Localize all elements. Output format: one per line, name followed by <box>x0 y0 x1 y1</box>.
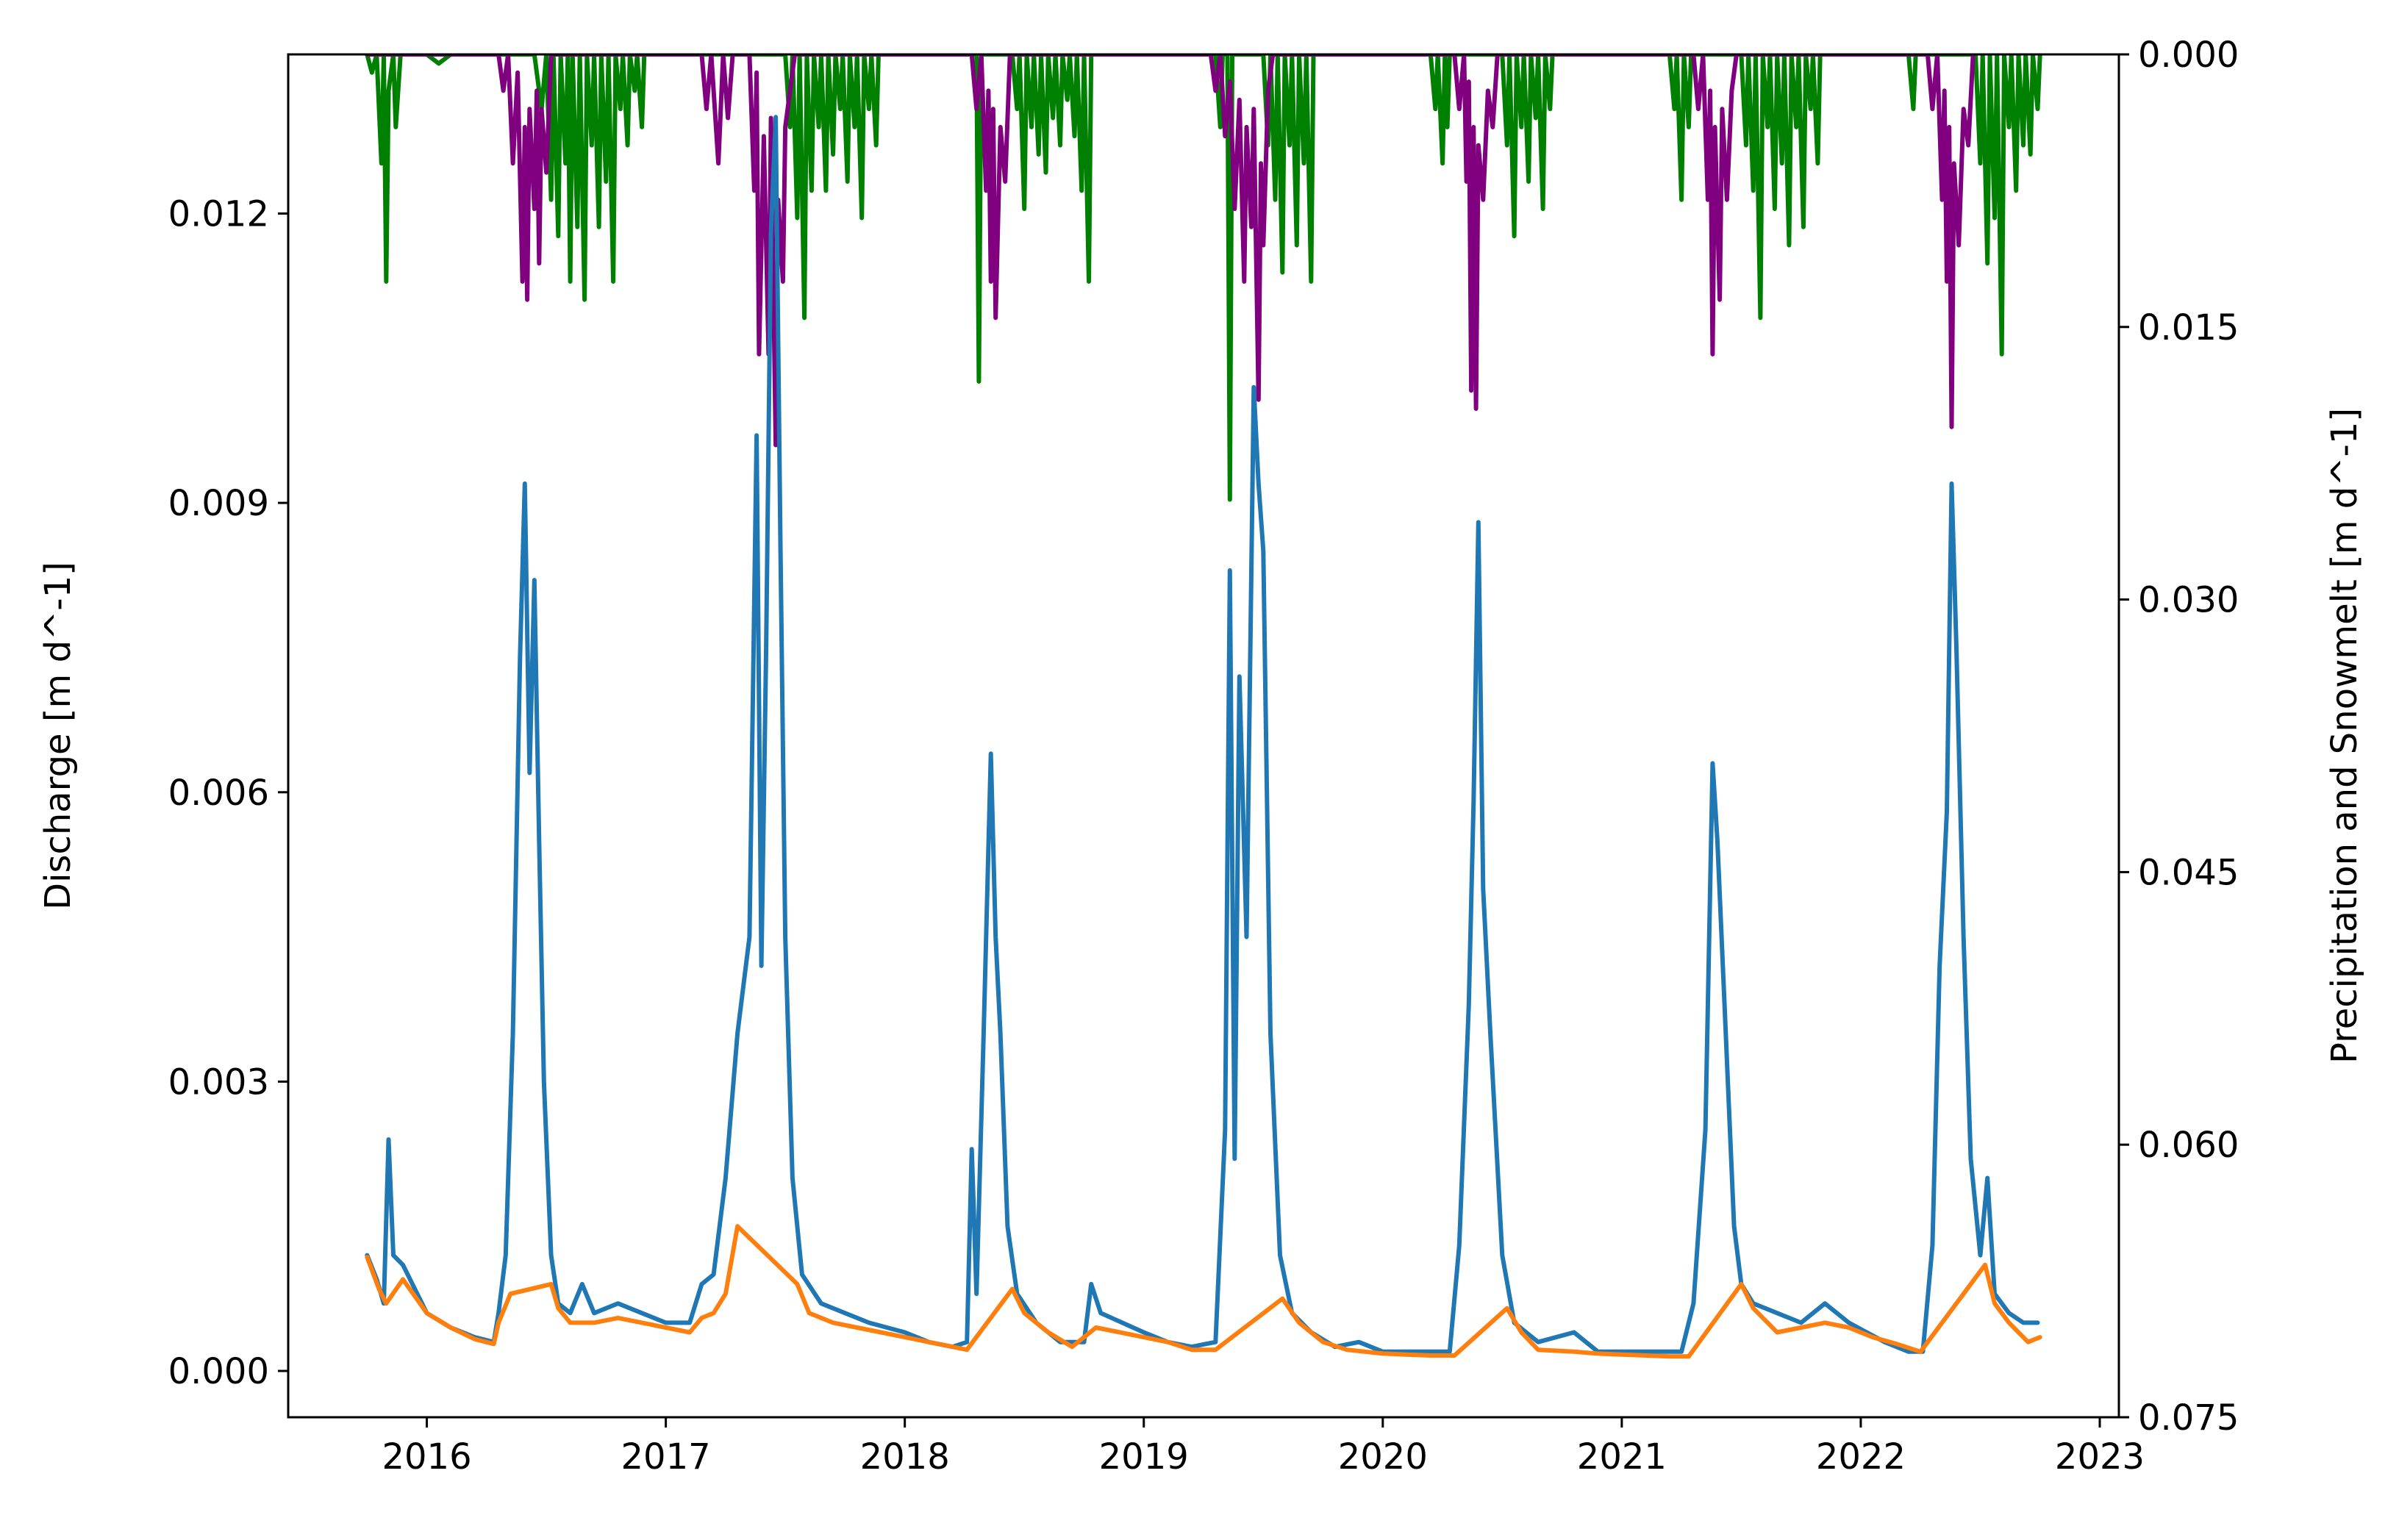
plot-frame <box>287 53 2120 1419</box>
y-right-tick-label: 0.075 <box>2138 1397 2239 1439</box>
x-tick-label: 2020 <box>1338 1436 1428 1478</box>
y-right-tick-label: 0.015 <box>2138 307 2239 348</box>
x-tick-label: 2019 <box>1099 1436 1189 1478</box>
x-tick-label: 2018 <box>860 1436 950 1478</box>
series-line-4 <box>365 54 1976 448</box>
y-right-tick-label: 0.000 <box>2138 35 2239 76</box>
y-left-tick-label: 0.009 <box>168 483 269 524</box>
y-left-tick-label: 0.012 <box>168 193 269 234</box>
y-left-tick-label: 0.006 <box>168 773 269 814</box>
series-line-2 <box>365 1224 2042 1359</box>
series-line-3 <box>365 54 2042 502</box>
y-left-tick-label: 0.000 <box>168 1351 269 1392</box>
y-right-tick-label: 0.030 <box>2138 580 2239 621</box>
y-axis-right-label: Precipitation and Snowmelt [m d^-1] <box>2324 408 2365 1064</box>
x-tick-label: 2016 <box>382 1436 471 1478</box>
series-layer <box>365 54 2042 1359</box>
y-left-tick-label: 0.003 <box>168 1061 269 1103</box>
x-tick-label: 2023 <box>2055 1436 2145 1478</box>
x-tick-label: 2022 <box>1816 1436 1906 1478</box>
y-axis-left-label: Discharge [m d^-1] <box>37 562 79 910</box>
y-axis-left: 0.000 0.003 0.006 0.009 0.012 <box>168 193 288 1392</box>
y-right-tick-label: 0.045 <box>2138 852 2239 893</box>
x-tick-label: 2017 <box>621 1436 711 1478</box>
y-axis-right: 0.000 0.015 0.030 0.045 0.060 0.075 <box>2119 35 2239 1439</box>
x-axis: 2016 2017 2018 2019 2020 2021 2022 2023 <box>382 1417 2145 1478</box>
y-right-tick-label: 0.060 <box>2138 1125 2239 1166</box>
x-tick-label: 2021 <box>1577 1436 1667 1478</box>
